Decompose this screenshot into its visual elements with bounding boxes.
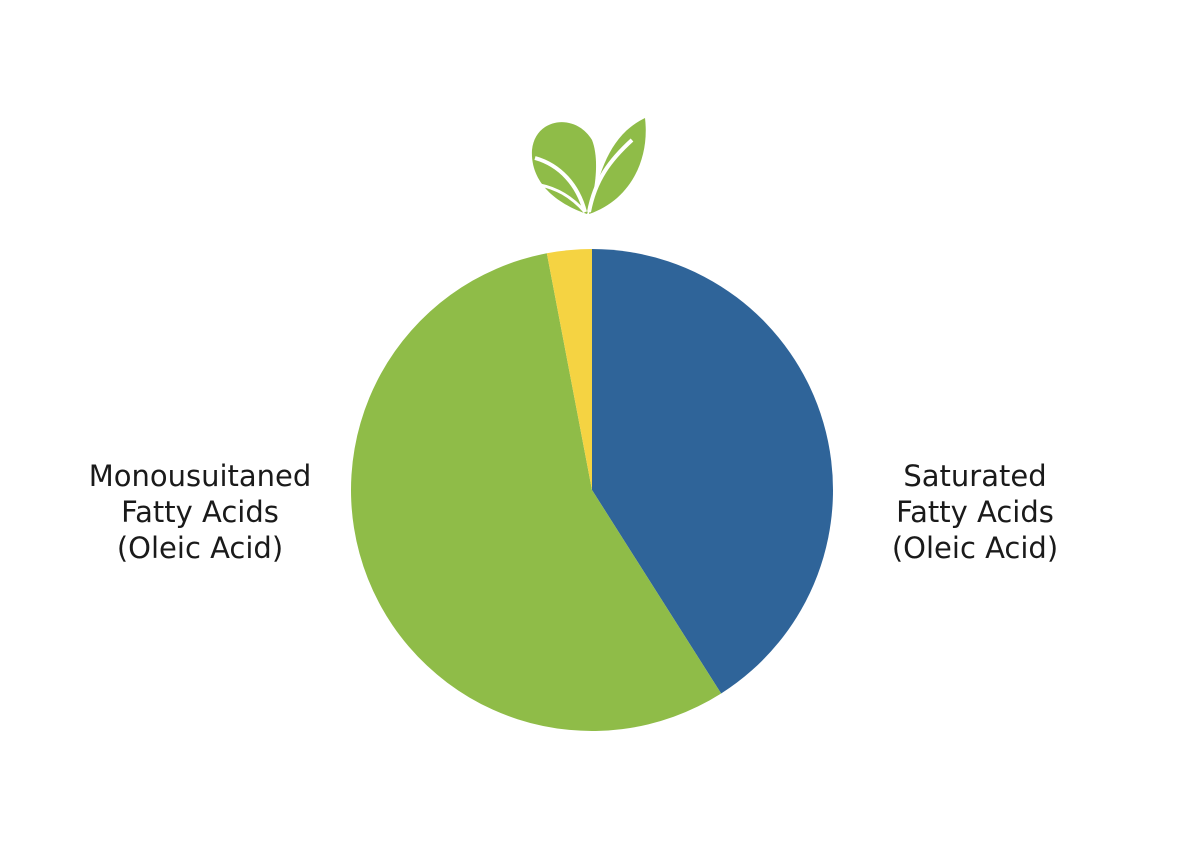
leaf-icon bbox=[531, 118, 646, 214]
slice-label: Saturated Fatty Acids (Oleic Acid) bbox=[891, 459, 1059, 565]
pie-slice bbox=[546, 249, 592, 490]
pie-slice bbox=[351, 253, 722, 731]
slice-label: Monousuitaned Fatty Acids (Oleic Acid) bbox=[88, 459, 312, 565]
pie-slice bbox=[592, 249, 834, 694]
